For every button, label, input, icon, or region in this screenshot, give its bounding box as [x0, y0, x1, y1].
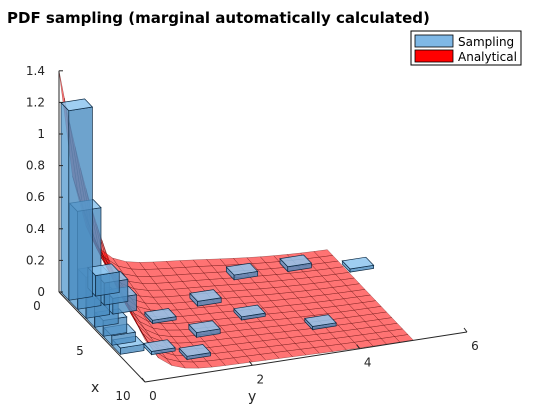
legend-swatch-analytical — [414, 49, 454, 63]
z-axis-ticks: 0 0.2 0.4 0.6 0.8 1 1.2 1.4 — [26, 64, 63, 299]
sampling-bar — [144, 308, 177, 325]
y-tick-mark — [248, 361, 253, 366]
sampling-bar — [225, 262, 259, 281]
z-tick-label: 1.2 — [26, 95, 45, 109]
x-axis-line — [58, 291, 146, 383]
y-axis-line — [144, 331, 468, 383]
y-tick-mark — [356, 344, 361, 349]
y-tick-mark — [463, 327, 468, 333]
chart-title: PDF sampling (marginal automatically cal… — [7, 9, 430, 27]
x-tick-label: 5 — [76, 344, 84, 358]
y-tick-mark — [141, 377, 146, 383]
x-tick-label: 0 — [33, 299, 41, 313]
sampling-bars — [60, 98, 375, 361]
sampling-bar — [143, 339, 176, 356]
y-tick-label: 0 — [149, 389, 157, 403]
z-tick-label: 1 — [37, 127, 45, 141]
x-axis-label: x — [91, 380, 99, 396]
y-tick-label: 4 — [364, 356, 372, 370]
z-tick-label: 0.4 — [26, 222, 45, 236]
sampling-bar — [233, 304, 266, 321]
y-axis-ticks: 0 2 4 6 — [141, 327, 479, 403]
z-tick-label: 1.4 — [26, 64, 45, 78]
legend-label-analytical: Analytical — [458, 50, 517, 64]
sampling-bar — [341, 256, 375, 274]
y-tick-label: 2 — [257, 372, 265, 386]
z-tick-label: 0.2 — [26, 253, 45, 267]
z-tick-label: 0.8 — [26, 159, 45, 173]
z-tick-label: 0 — [37, 285, 45, 299]
sampling-bar — [178, 344, 212, 361]
y-axis-label: y — [248, 389, 256, 405]
sampling-bar — [304, 314, 337, 331]
x-tick-label: 10 — [115, 389, 130, 403]
sampling-bar — [189, 289, 222, 308]
sampling-bar — [279, 254, 313, 273]
sampling-bar — [188, 320, 221, 339]
x-axis-ticks: 0 5 10 — [33, 299, 130, 403]
legend: Sampling Analytical — [410, 30, 522, 66]
y-tick-label: 6 — [471, 339, 479, 353]
sampling-bar — [60, 98, 94, 302]
z-tick-label: 0.6 — [26, 190, 45, 204]
axes — [58, 70, 468, 383]
legend-label-sampling: Sampling — [458, 35, 514, 49]
legend-swatch-sampling — [414, 34, 454, 48]
